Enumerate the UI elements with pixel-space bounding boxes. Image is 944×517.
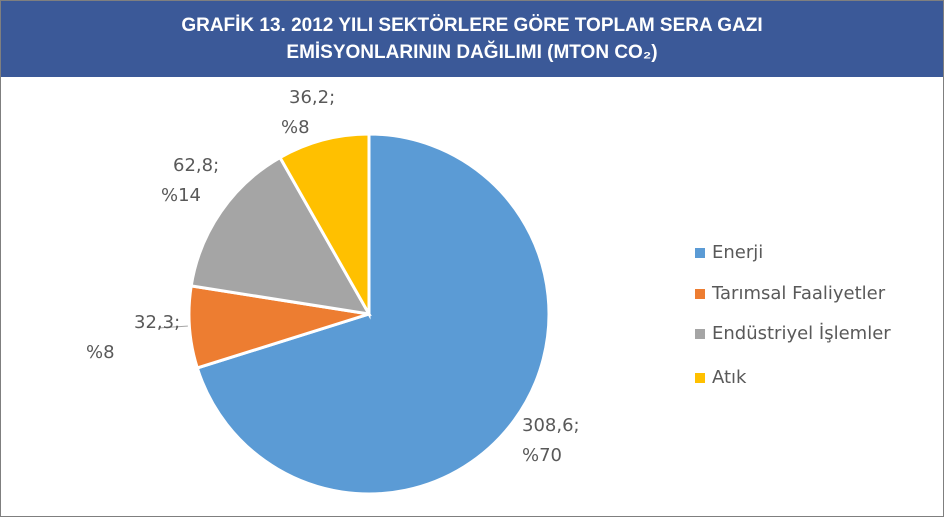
percent-label: %70 — [522, 445, 562, 466]
percent-label: %8 — [86, 342, 115, 363]
leader-line — [157, 325, 190, 329]
legend-swatch — [695, 289, 705, 299]
percent-label: %14 — [161, 185, 201, 206]
value-label: 32,3; — [134, 312, 180, 333]
pie-slice — [277, 132, 371, 320]
legend-swatch — [695, 329, 705, 339]
value-label: 62,8; — [173, 155, 219, 176]
legend-label: Endüstriyel İşlemler — [712, 323, 891, 344]
percent-label: %8 — [281, 117, 310, 138]
value-label: 36,2; — [289, 87, 335, 108]
legend-swatch — [695, 373, 705, 383]
legend-label: Atık — [712, 367, 747, 388]
chart-title: GRAFİK 13. 2012 YILI SEKTÖRLERE GÖRE TOP… — [181, 15, 763, 63]
value-label: 308,6; — [522, 415, 580, 436]
legend-swatch — [695, 248, 705, 258]
header: GRAFİK 13. 2012 YILI SEKTÖRLERE GÖRE TOP… — [1, 1, 943, 77]
pie-slice — [189, 155, 372, 316]
pie-slice — [195, 132, 551, 496]
legend-label: Tarımsal Faaliyetler — [711, 283, 886, 304]
legend-label: Enerji — [712, 242, 763, 263]
